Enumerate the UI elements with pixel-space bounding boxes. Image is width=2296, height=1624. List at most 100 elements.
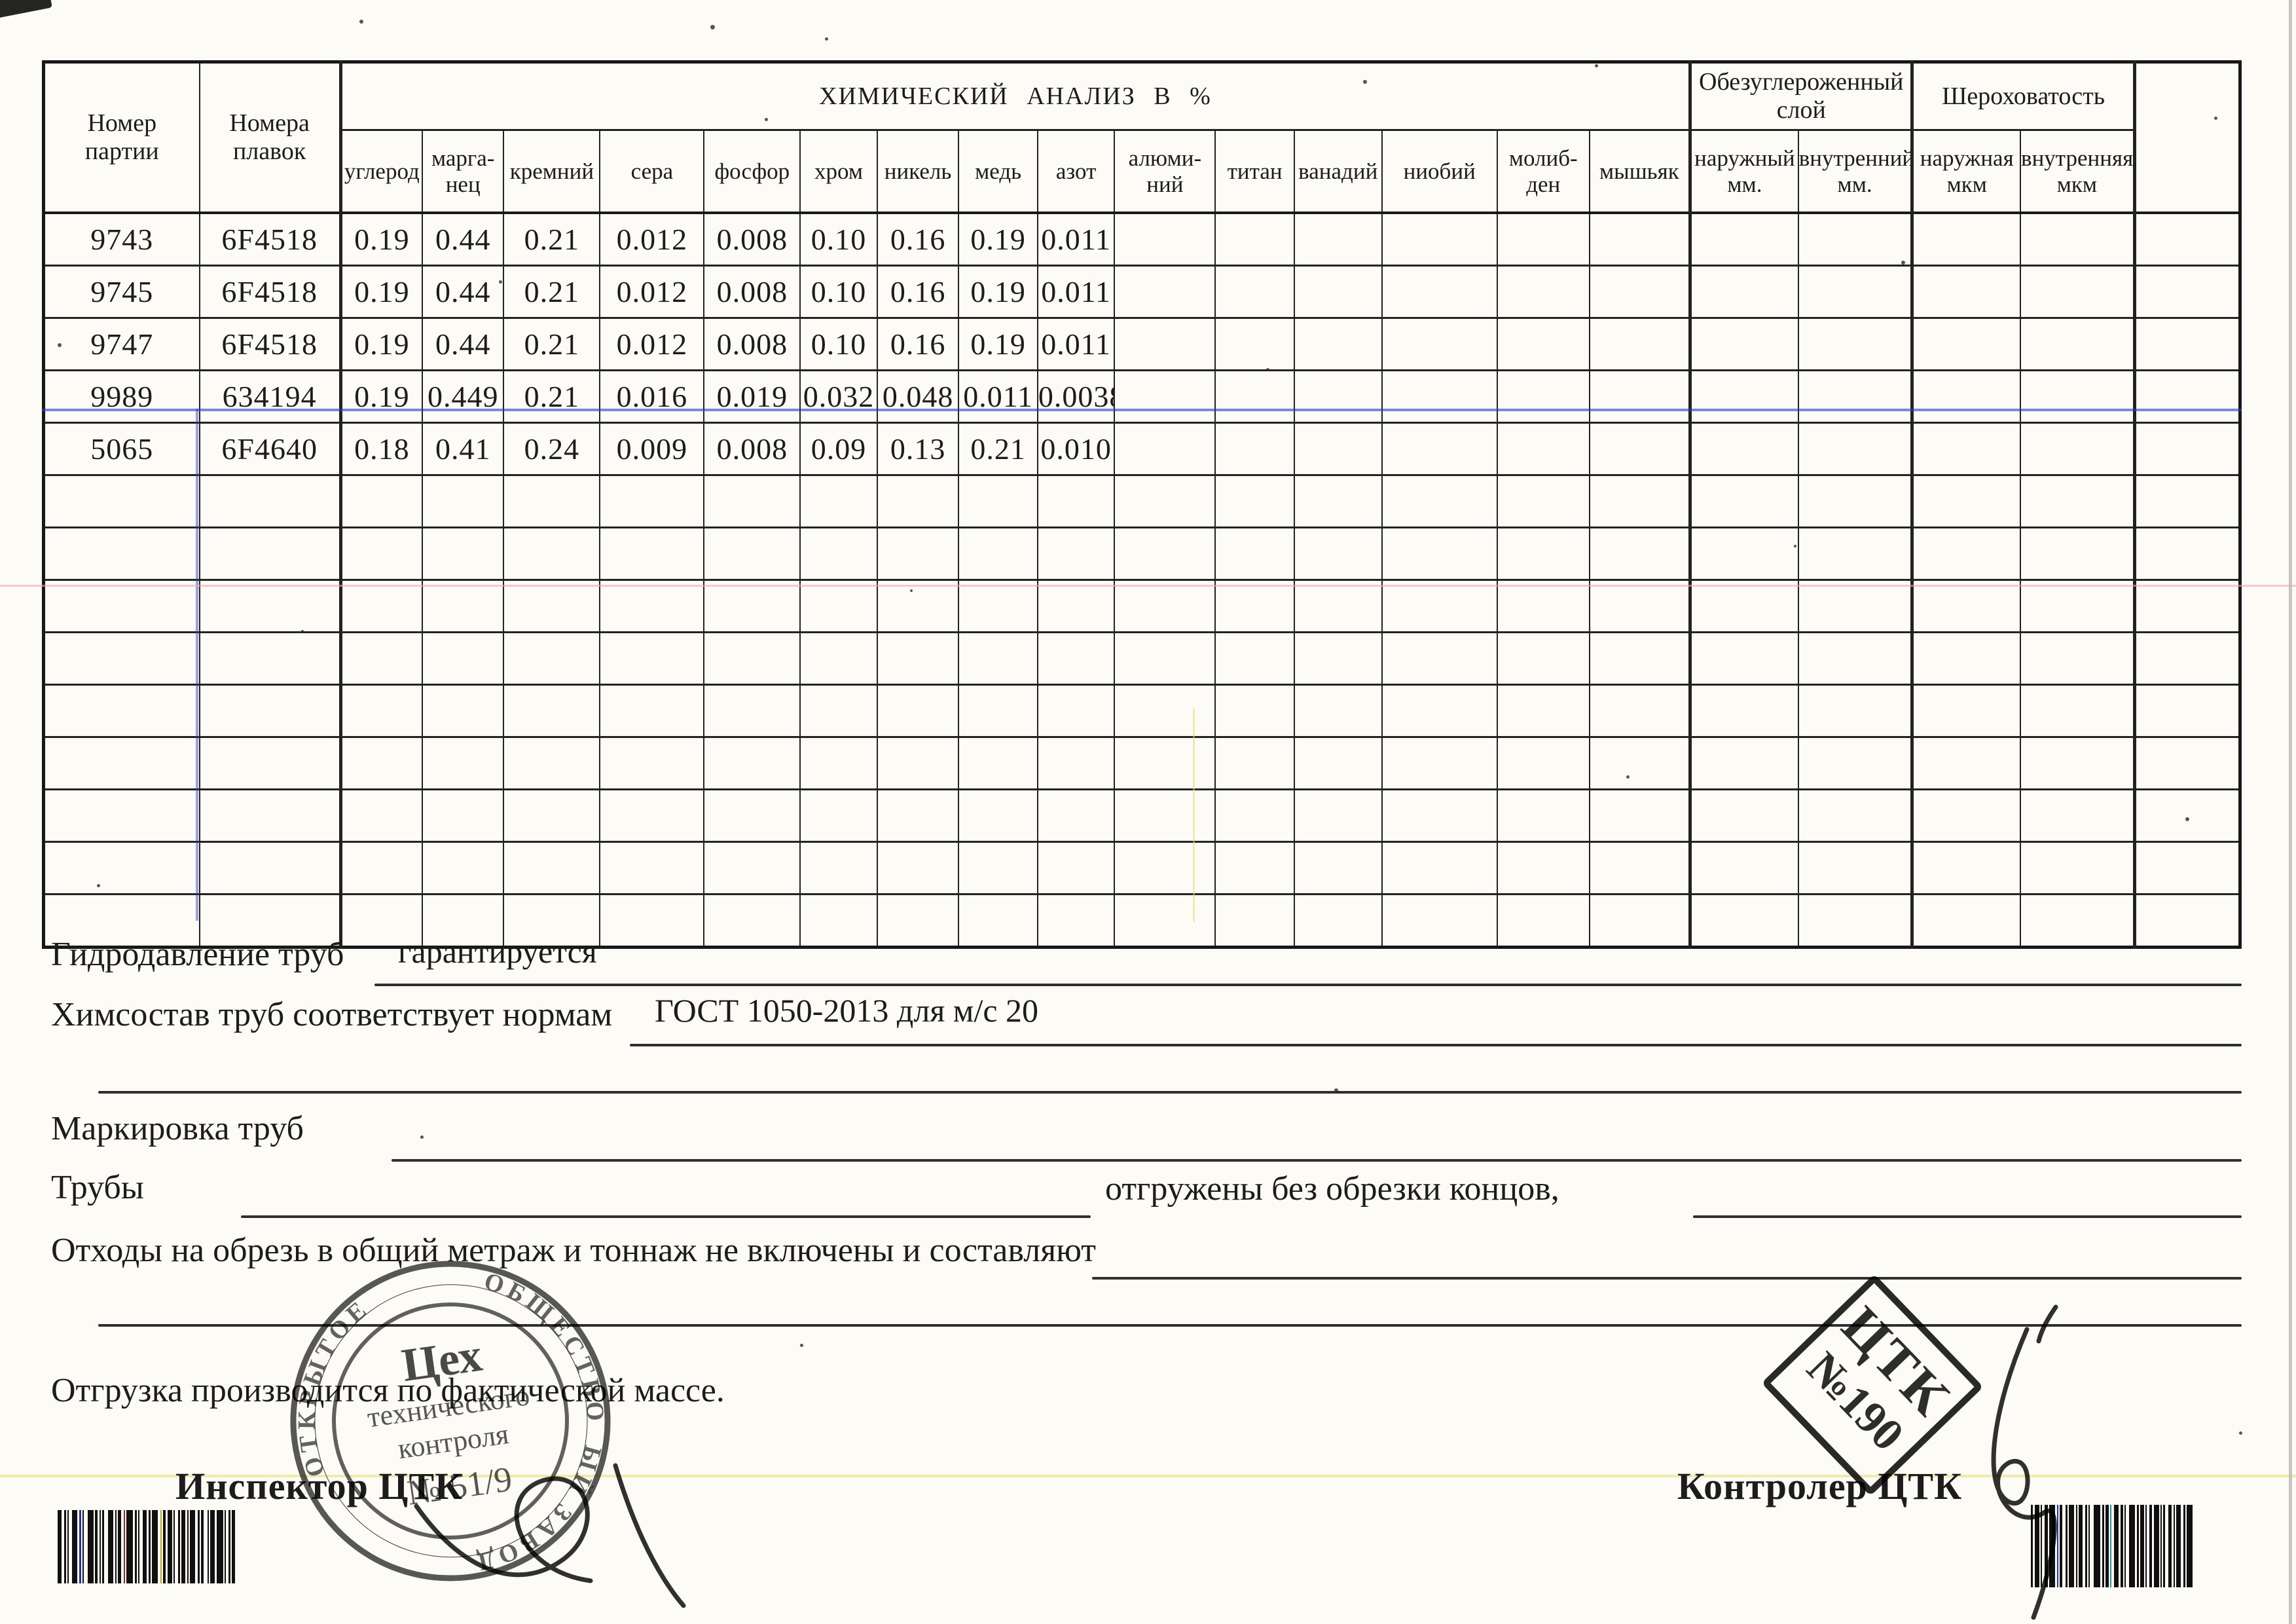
table-cell — [1689, 579, 1799, 633]
chemical-analysis-table: Номер партии Номера плавок ХИМИЧЕСКИЙ АН… — [42, 60, 2242, 949]
table-cell — [2020, 631, 2136, 686]
table-cell — [1797, 684, 1914, 738]
table-cell — [1588, 736, 1692, 790]
scan-speck — [2185, 817, 2189, 821]
table-cell — [1114, 369, 1216, 424]
table-cell: 0.21 — [958, 422, 1038, 476]
scan-speck — [1363, 80, 1367, 84]
table-cell — [1797, 474, 1914, 528]
waste-label: Отходы на обрезь в общий метраж и тоннаж… — [51, 1232, 1097, 1269]
table-cell: 0.21 — [503, 265, 601, 319]
table-cell — [340, 526, 423, 581]
scan-speck — [1794, 545, 1796, 547]
pipes-label: Трубы — [51, 1169, 144, 1206]
table-cell — [1036, 474, 1116, 528]
table-cell — [1036, 684, 1116, 738]
table-row — [43, 631, 2241, 686]
table-cell — [1689, 474, 1799, 528]
scan-speck — [58, 343, 62, 347]
header-roughness: Шероховатость — [1911, 61, 2136, 131]
table-cell — [599, 736, 705, 790]
table-cell: 0.010 — [1036, 422, 1116, 476]
table-cell — [799, 474, 878, 528]
table-cell: 0.21 — [503, 317, 601, 371]
table-cell — [1381, 422, 1498, 476]
header-carbon: углерод — [340, 129, 423, 214]
table-cell: 0.19 — [340, 369, 423, 424]
table-cell — [503, 631, 601, 686]
table-cell — [1293, 212, 1383, 267]
table-cell — [1689, 788, 1799, 843]
table-cell: 0.21 — [503, 369, 601, 424]
table-row — [43, 579, 2241, 633]
table-cell — [1797, 422, 1914, 476]
table-cell — [1911, 369, 2022, 424]
scan-speck — [97, 884, 100, 887]
table-cell — [1797, 317, 1914, 371]
table-cell: 0.19 — [958, 317, 1038, 371]
round-stamp-workshop: ОБЩЕСТВО ЫЙ ЗАВОД ОТКРЫТОЕ Цех техническ… — [276, 1253, 622, 1581]
table-row — [43, 893, 2241, 948]
table-row — [43, 474, 2241, 528]
table-cell — [2134, 317, 2241, 371]
round-stamp-line1: Цех — [399, 1329, 485, 1392]
table-cell — [503, 788, 601, 843]
table-cell — [43, 526, 200, 581]
header-melt-numbers: Номера плавок — [198, 61, 342, 214]
table-cell — [876, 736, 960, 790]
table-row — [43, 841, 2241, 895]
table-cell — [799, 684, 878, 738]
pipes-shipped-note: отгружены без обрезки концов, — [1105, 1170, 1559, 1208]
table-cell — [1381, 684, 1498, 738]
table-cell — [1496, 579, 1590, 633]
table-cell — [703, 893, 801, 948]
table-cell: 0.449 — [421, 369, 505, 424]
table-cell — [1911, 422, 2022, 476]
table-cell — [503, 736, 601, 790]
diamond-stamp-border — [1764, 1276, 1981, 1494]
inspector-label: Инспектор ЦТК — [175, 1465, 464, 1507]
table-cell — [43, 893, 200, 948]
table-cell — [503, 893, 601, 948]
header-rough-inner: внутренняя мкм — [2020, 129, 2136, 214]
table-cell — [1214, 422, 1295, 476]
table-cell — [1911, 631, 2022, 686]
table-cell — [1293, 369, 1383, 424]
table-cell — [1496, 526, 1590, 581]
table-cell: 0.012 — [599, 212, 705, 267]
table-cell — [2134, 736, 2241, 790]
table-cell — [799, 631, 878, 686]
table-cell — [1293, 422, 1383, 476]
table-cell — [198, 893, 342, 948]
table-cell — [1293, 736, 1383, 790]
table-cell: 0.011 — [1036, 212, 1116, 267]
table-cell — [799, 788, 878, 843]
table-cell: 5065 — [43, 422, 200, 476]
table-cell — [1797, 579, 1914, 633]
table-cell: 9989 — [43, 369, 200, 424]
table-cell — [1114, 631, 1216, 686]
table-cell: 0.24 — [503, 422, 601, 476]
scan-speck — [1626, 775, 1630, 779]
table-cell — [1911, 317, 2022, 371]
table-cell — [198, 841, 342, 895]
table-cell — [1588, 212, 1692, 267]
header-silicon: кремний — [503, 129, 601, 214]
table-cell — [2020, 893, 2136, 948]
table-cell — [599, 474, 705, 528]
table-cell — [1496, 212, 1590, 267]
table-cell — [2020, 369, 2136, 424]
header-arsenic: мышьяк — [1588, 129, 1692, 214]
table-cell — [340, 579, 423, 633]
table-cell — [43, 736, 200, 790]
table-cell — [958, 841, 1038, 895]
table-cell — [43, 579, 200, 633]
header-phosphorus: фосфор — [703, 129, 801, 214]
header-nickel: никель — [876, 129, 960, 214]
header-manganese: марга- нец — [421, 129, 505, 214]
table-cell — [1381, 474, 1498, 528]
table-cell — [876, 841, 960, 895]
hydro-pressure-line — [374, 984, 2242, 986]
table-cell — [799, 579, 878, 633]
